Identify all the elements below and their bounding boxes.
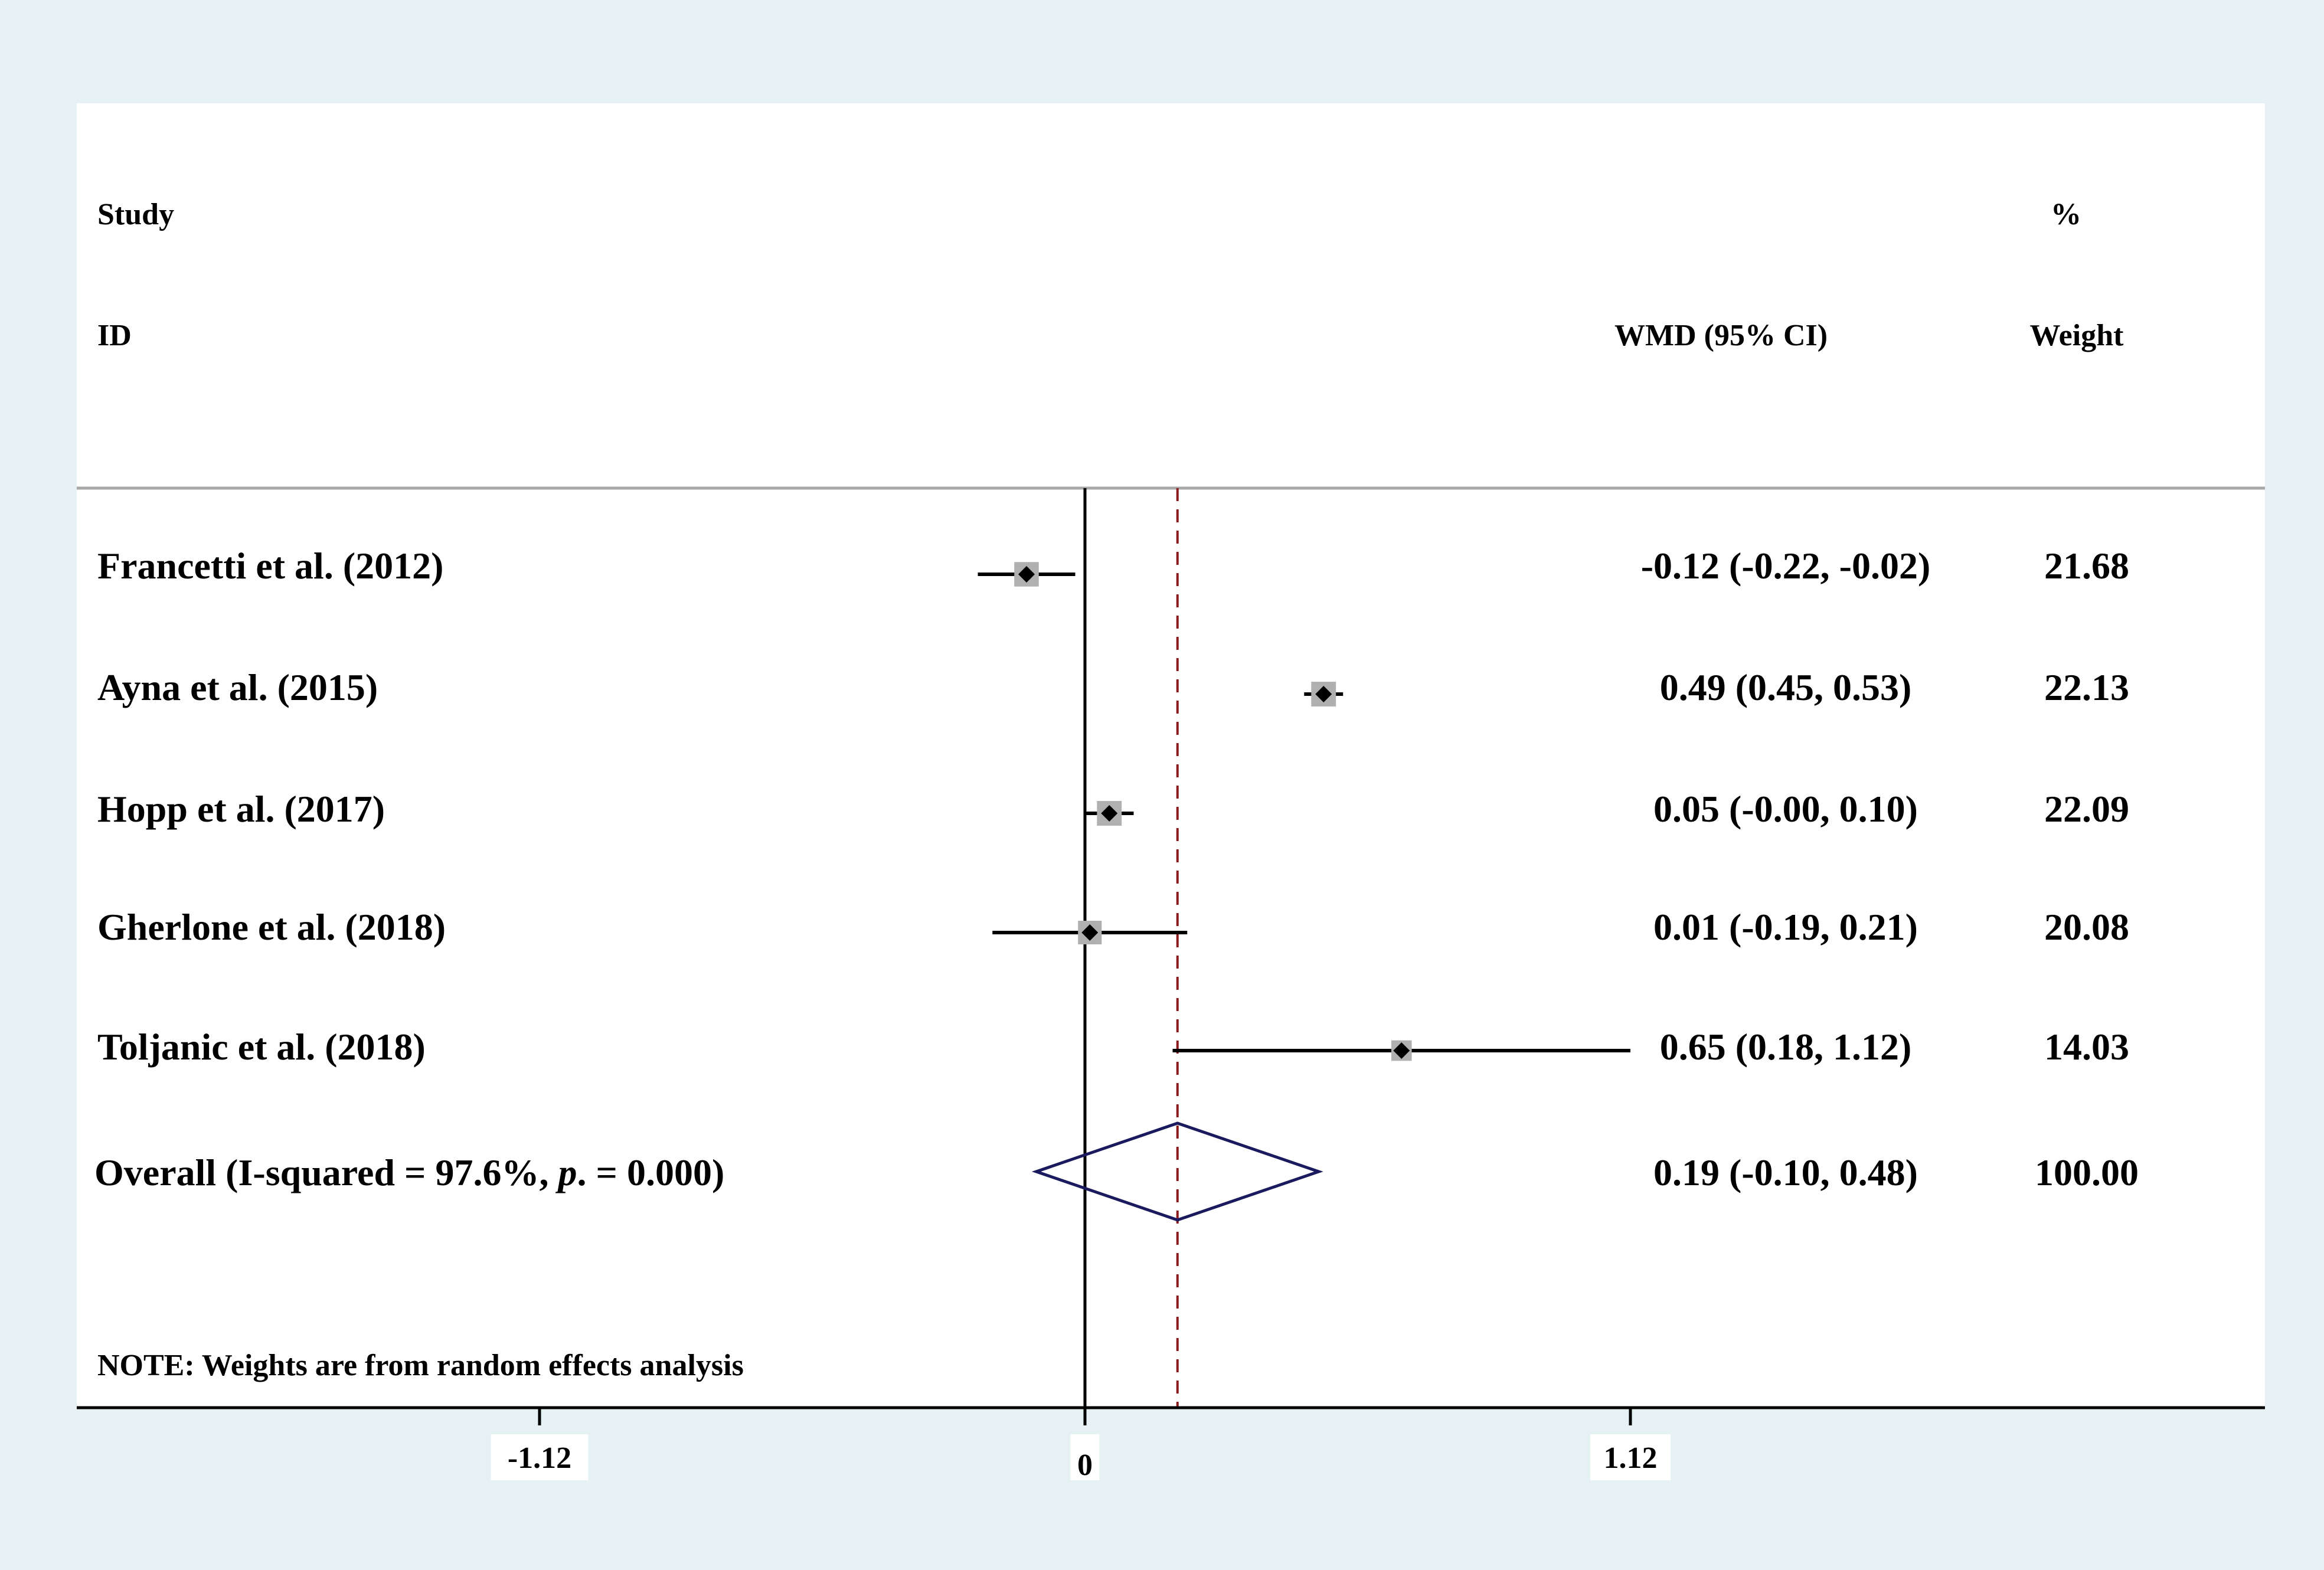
study-label: Gherlone et al. (2018) bbox=[97, 906, 446, 948]
overall-label-rest: . = 0.000) bbox=[577, 1152, 725, 1193]
overall-weight-text: 100.00 bbox=[2035, 1152, 2139, 1193]
x-tick-label-bg bbox=[1070, 1434, 1100, 1480]
study-weight-text: 14.03 bbox=[2044, 1026, 2129, 1068]
point-estimate-marker bbox=[1393, 1042, 1410, 1059]
point-estimate-marker bbox=[1081, 924, 1099, 941]
note-text: NOTE: Weights are from random effects an… bbox=[97, 1349, 744, 1382]
overall-ci-text: 0.19 (-0.10, 0.48) bbox=[1653, 1152, 1918, 1193]
study-weight-text: 22.13 bbox=[2044, 666, 2129, 708]
plot-panel bbox=[77, 103, 2265, 1408]
overall-label-p: p bbox=[555, 1152, 577, 1193]
axis-layer: -1.12 0 1.12 bbox=[491, 1408, 1671, 1482]
point-estimate-marker bbox=[1018, 566, 1035, 583]
x-tick-label-bg bbox=[1590, 1434, 1671, 1480]
study-label: Toljanic et al. (2018) bbox=[97, 1026, 426, 1068]
study-label: Hopp et al. (2017) bbox=[97, 788, 385, 830]
study-ci-text: 0.49 (0.45, 0.53) bbox=[1660, 666, 1912, 708]
header-study: Study bbox=[97, 198, 174, 231]
study-ci-text: 0.65 (0.18, 1.12) bbox=[1660, 1026, 1912, 1068]
point-estimate-marker bbox=[1315, 686, 1332, 702]
point-estimate-marker bbox=[1101, 805, 1118, 822]
header-id: ID bbox=[97, 319, 132, 352]
study-weight-text: 21.68 bbox=[2044, 545, 2129, 587]
x-tick-label-bg bbox=[491, 1434, 589, 1480]
header-weight: Weight bbox=[2030, 319, 2124, 352]
overall-diamond bbox=[1031, 1121, 1323, 1222]
study-ci-text: 0.05 (-0.00, 0.10) bbox=[1653, 788, 1918, 830]
x-tick-label: -1.12 bbox=[508, 1441, 571, 1475]
x-tick-label: 0 bbox=[1077, 1448, 1093, 1482]
study-ci-text: 0.01 (-0.19, 0.21) bbox=[1653, 906, 1918, 948]
overall-label: Overall (I-squared = 97.6%, p. = 0.000) bbox=[94, 1152, 724, 1193]
study-ci-text: -0.12 (-0.22, -0.02) bbox=[1641, 545, 1931, 587]
study-label: Ayna et al. (2015) bbox=[97, 666, 378, 708]
header-percent: % bbox=[2051, 198, 2081, 231]
plot-layer bbox=[978, 488, 1630, 1408]
study-weight-text: 22.09 bbox=[2044, 788, 2129, 830]
study-label: Francetti et al. (2012) bbox=[97, 545, 443, 587]
header-wmd: WMD (95% CI) bbox=[1614, 319, 1828, 352]
overall-label-main: Overall (I-squared = 97.6%, bbox=[94, 1152, 558, 1193]
x-tick-label: 1.12 bbox=[1604, 1441, 1658, 1475]
study-weight-text: 20.08 bbox=[2044, 906, 2129, 948]
rows-layer: Francetti et al. (2012) -0.12 (-0.22, -0.… bbox=[97, 545, 2129, 1068]
